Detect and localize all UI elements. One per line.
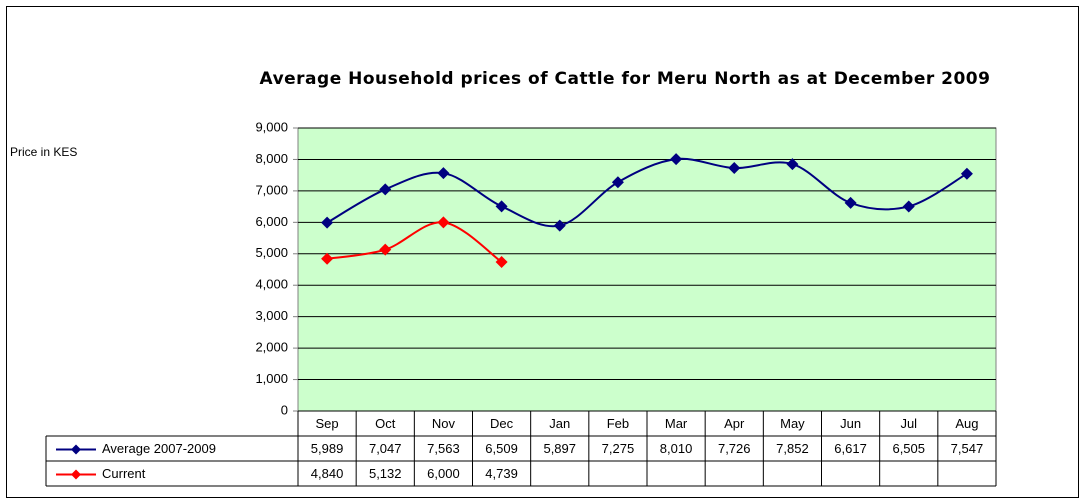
- y-tick-label: 4,000: [255, 277, 288, 292]
- table-value: 6,505: [892, 441, 925, 456]
- table-value: 6,509: [485, 441, 518, 456]
- table-value: 6,000: [427, 466, 460, 481]
- point-marker: [379, 183, 392, 196]
- point-marker: [495, 255, 508, 268]
- y-tick-label: 3,000: [255, 308, 288, 323]
- legend-label: Current: [102, 466, 146, 481]
- y-tick-label: 9,000: [255, 119, 288, 134]
- table-value: 7,726: [718, 441, 751, 456]
- x-tick-label: Aug: [955, 416, 978, 431]
- x-tick-label: Nov: [432, 416, 456, 431]
- point-marker: [844, 196, 857, 209]
- y-tick-label: 8,000: [255, 151, 288, 166]
- point-marker: [611, 176, 624, 189]
- table-value: 7,563: [427, 441, 460, 456]
- point-marker: [902, 200, 915, 213]
- table-value: 7,275: [602, 441, 635, 456]
- legend-label: Average 2007-2009: [102, 441, 216, 456]
- x-tick-label: Jun: [840, 416, 861, 431]
- point-marker: [728, 162, 741, 175]
- x-tick-label: Apr: [724, 416, 745, 431]
- table-value: 6,617: [834, 441, 867, 456]
- x-tick-label: Oct: [375, 416, 396, 431]
- x-tick-label: May: [780, 416, 805, 431]
- x-tick-label: Sep: [316, 416, 339, 431]
- table-value: 5,897: [543, 441, 576, 456]
- point-marker: [960, 167, 973, 180]
- point-marker: [437, 216, 450, 229]
- table-value: 4,840: [311, 466, 344, 481]
- table-value: 5,989: [311, 441, 344, 456]
- legend-marker: [71, 444, 81, 455]
- table-value: 7,547: [951, 441, 984, 456]
- chart-title: Average Household prices of Cattle for M…: [259, 69, 991, 89]
- x-tick-label: Mar: [665, 416, 688, 431]
- table-value: 7,047: [369, 441, 402, 456]
- legend-marker: [71, 469, 81, 480]
- y-tick-label: 1,000: [255, 371, 288, 386]
- y-tick-label: 0: [281, 402, 288, 417]
- table-value: 5,132: [369, 466, 402, 481]
- table-value: 7,852: [776, 441, 809, 456]
- x-tick-label: Dec: [490, 416, 514, 431]
- x-tick-label: Jan: [549, 416, 570, 431]
- point-marker: [553, 219, 566, 232]
- y-tick-label: 7,000: [255, 182, 288, 197]
- point-marker: [437, 167, 450, 180]
- point-marker: [321, 252, 334, 265]
- table-value: 4,739: [485, 466, 518, 481]
- point-marker: [670, 153, 683, 166]
- plot-area: [297, 127, 997, 412]
- y-axis-label: Price in KES: [10, 145, 77, 159]
- x-tick-label: Feb: [607, 416, 629, 431]
- point-marker: [786, 158, 799, 171]
- point-marker: [321, 216, 334, 229]
- y-tick-label: 6,000: [255, 214, 288, 229]
- x-tick-label: Jul: [900, 416, 917, 431]
- y-tick-label: 5,000: [255, 245, 288, 260]
- point-marker: [495, 200, 508, 213]
- point-marker: [379, 243, 392, 256]
- series-line: [326, 221, 503, 263]
- y-tick-label: 2,000: [255, 340, 288, 355]
- table-value: 8,010: [660, 441, 693, 456]
